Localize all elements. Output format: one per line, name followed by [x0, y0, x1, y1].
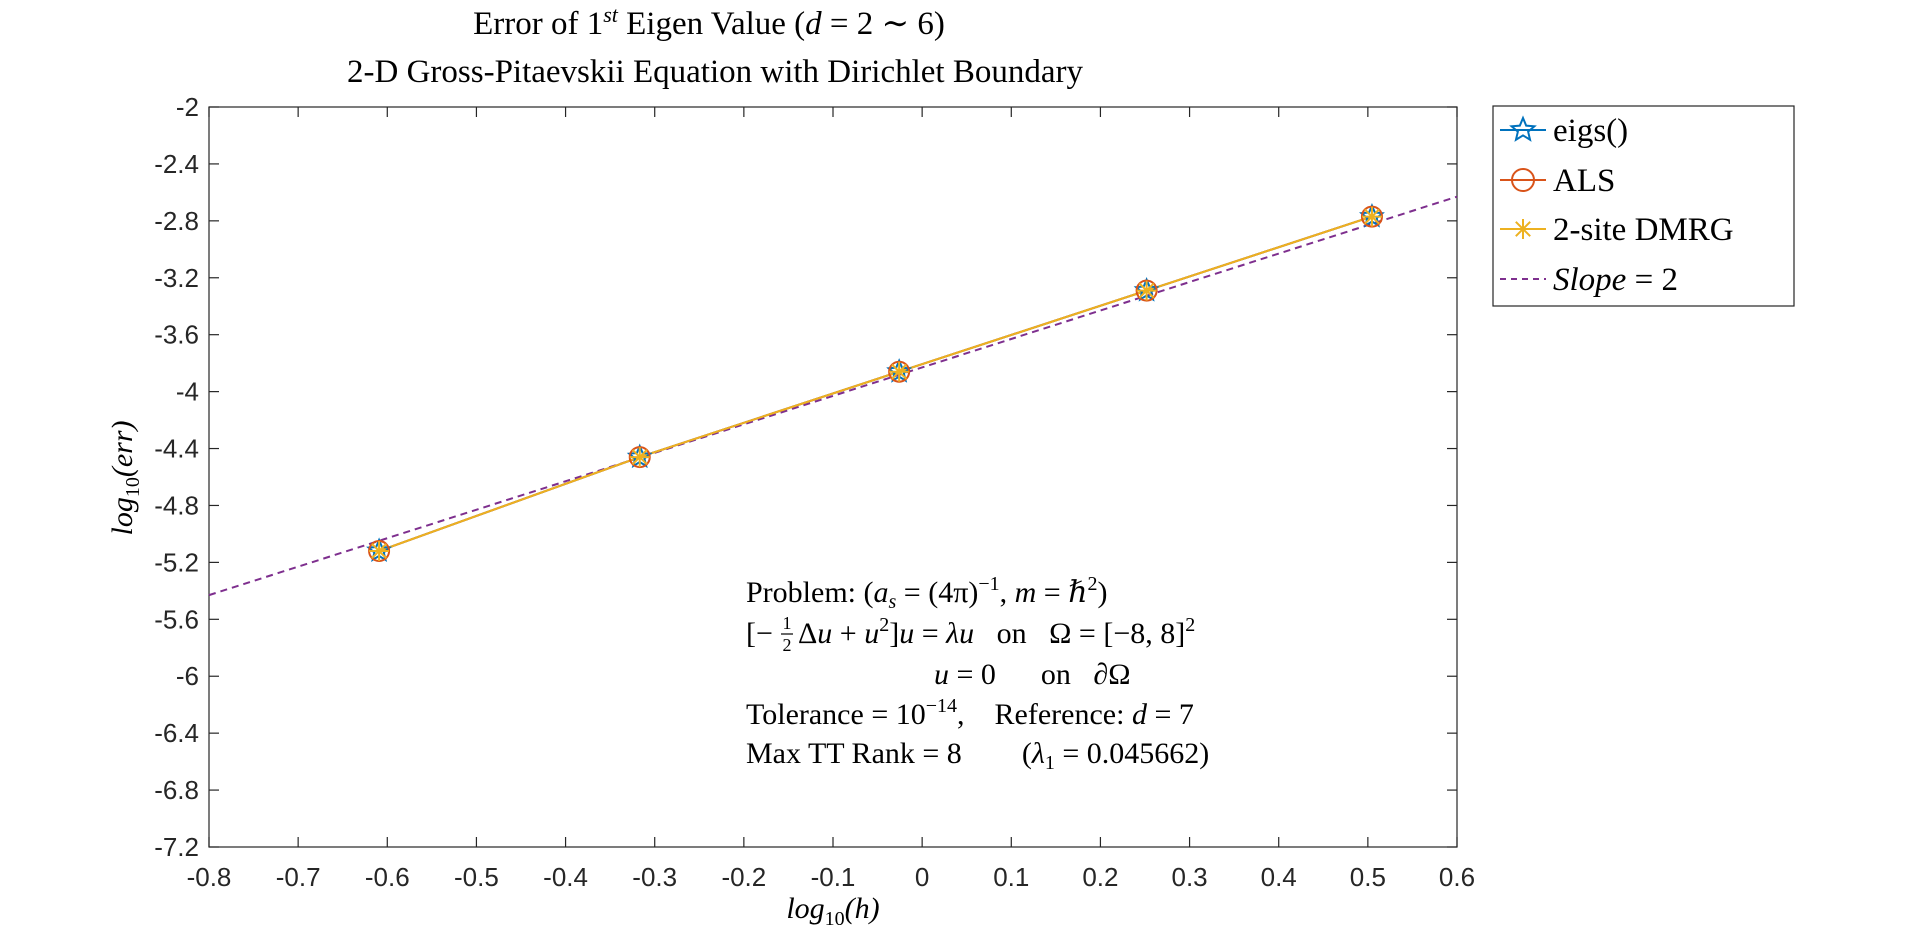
x-tick-label: 0.4 — [1261, 862, 1297, 892]
annotation-line-1: Problem: (as = (4π)−1, m = ℏ2) — [746, 573, 1108, 613]
y-tick-label: -3.6 — [154, 320, 199, 350]
x-tick-label: -0.1 — [811, 862, 856, 892]
y-tick-label: -6 — [176, 661, 199, 691]
annotation-line-4: Tolerance = 10−14, Reference: d = 7 — [746, 695, 1194, 731]
x-tick-label: 0.5 — [1350, 862, 1386, 892]
annotation-line-3: u = 0 on ∂Ω — [934, 658, 1131, 691]
y-tick-label: -4.8 — [154, 490, 199, 520]
x-axis-label: log10(h) — [786, 892, 879, 930]
y-tick-label: -2 — [176, 92, 199, 122]
legend-marker-asterisk — [1513, 219, 1533, 239]
y-tick-label: -4.4 — [154, 434, 199, 464]
chart-title-line-1: Error of 1st Eigen Value (d = 2 ∼ 6) — [473, 2, 945, 42]
y-tick-label: -5.2 — [154, 547, 199, 577]
legend-entry-dmrg: 2-site DMRG — [1500, 212, 1734, 248]
x-tick-label: -0.6 — [365, 862, 410, 892]
annotation-line-2-rest: Δu + u2]u = λu on Ω = [−8, 8]2 — [798, 614, 1195, 650]
y-axis-label: log10(err) — [106, 421, 144, 536]
y-tick-label: -3.2 — [154, 263, 199, 293]
chart-title-line-2: 2-D Gross-Pitaevskii Equation with Diric… — [347, 54, 1083, 90]
legend-box — [1492, 105, 1795, 307]
annotation-fraction-numerator: 1 — [783, 613, 792, 633]
y-tick-label: -7.2 — [154, 832, 199, 862]
x-tick-label: 0.2 — [1082, 862, 1118, 892]
x-tick-label: -0.3 — [632, 862, 677, 892]
annotation-line-5: Max TT Rank = 8 (λ1 = 0.045662) — [746, 737, 1209, 774]
axis-ticks: -0.8 -0.7 -0.6 -0.5 -0.4 -0.3 -0.2 -0.1 0 0.1 0.2 0… — [154, 92, 1475, 892]
y-tick-label: -6.4 — [154, 718, 199, 748]
legend: eigs() ALS 2-site DMRG Slope = 2 — [1492, 105, 1795, 307]
x-tick-label: -0.8 — [187, 862, 232, 892]
problem-annotation: Problem: (as = (4π)−1, m = ℏ2) [− 1 2 Δu… — [746, 573, 1209, 774]
legend-entry-als: ALS — [1500, 163, 1615, 199]
data-point-asterisk — [369, 541, 390, 561]
legend-label-dmrg: 2-site DMRG — [1553, 212, 1734, 248]
data-point-asterisk — [1361, 206, 1382, 227]
y-tick-label: -2.8 — [154, 206, 199, 236]
plot-area — [208, 106, 1458, 848]
data-point-asterisk — [1136, 280, 1157, 301]
legend-entry-eigs: eigs() — [1500, 113, 1628, 149]
y-tick-label: -6.8 — [154, 775, 199, 805]
legend-label-als: ALS — [1553, 163, 1615, 199]
legend-label-slope: Slope = 2 — [1553, 262, 1678, 298]
x-tick-label: -0.5 — [454, 862, 499, 892]
data-point-asterisk — [889, 361, 910, 382]
x-tick-label: -0.7 — [276, 862, 321, 892]
annotation-line-2: [− — [746, 617, 773, 650]
series-line-3 — [208, 195, 1458, 597]
x-tick-label: 0.1 — [993, 862, 1029, 892]
annotation-fraction-denominator: 2 — [783, 635, 792, 655]
x-tick-label: 0 — [915, 862, 929, 892]
legend-marker-star — [1509, 115, 1537, 142]
legend-label-eigs: eigs() — [1553, 113, 1628, 149]
legend-entry-slope: Slope = 2 — [1500, 262, 1678, 298]
data-point-asterisk — [629, 447, 650, 468]
y-tick-label: -4 — [176, 377, 199, 407]
x-tick-label: -0.2 — [721, 862, 766, 892]
y-tick-label: -5.6 — [154, 604, 199, 634]
series-markers — [366, 202, 1385, 563]
x-tick-label: 0.3 — [1171, 862, 1207, 892]
y-tick-label: -2.4 — [154, 149, 199, 179]
legend-marker-circle — [1511, 168, 1535, 192]
x-tick-label: 0.6 — [1439, 862, 1475, 892]
x-tick-label: -0.4 — [543, 862, 588, 892]
